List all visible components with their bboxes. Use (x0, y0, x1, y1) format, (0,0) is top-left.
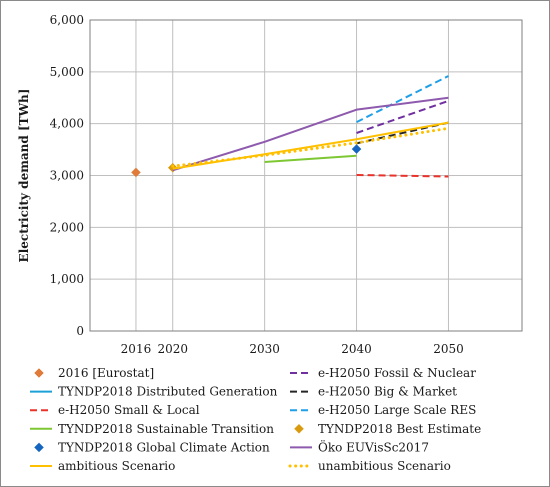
data-point-tyndp2018-global-climate-action (351, 144, 362, 154)
series-line-unambitious-scenario (171, 126, 450, 168)
y-axis-title: Electricity demand [TWh] (17, 89, 31, 263)
series-line-e-h2050-fossil-nuclear (356, 99, 449, 134)
y-tick-label: 2,000 (50, 220, 84, 234)
x-tick-label: 2016 (121, 342, 152, 356)
legend-label: ambitious Scenario (58, 459, 175, 473)
legend-label: e-H2050 Large Scale RES (318, 403, 476, 417)
y-tick-label: 3,000 (50, 169, 84, 183)
y-tick-label: 1,000 (50, 272, 84, 286)
legend-label: TYNDP2018 Global Climate Action (58, 440, 270, 454)
series-line-e-h2050-large-scale-res (356, 75, 449, 124)
series-line-e-h2050-small-local (356, 173, 449, 178)
data-point-2016-eurostat (131, 167, 141, 178)
legend-swatch-2016-eurostat (34, 368, 44, 378)
series-layer (131, 75, 450, 178)
x-tick-label: 2030 (249, 342, 280, 356)
series-line-ambitious-scenario (172, 121, 449, 170)
y-tick-label: 5,000 (50, 65, 84, 79)
grid-layer (90, 19, 522, 332)
y-tick-label: 0 (76, 324, 84, 338)
series-line-tyndp2018-sustainable-transition (264, 154, 357, 164)
legend-label: e-H2050 Fossil & Nuclear (318, 366, 476, 380)
series-line-ko-euvissc2017 (172, 96, 449, 172)
legend-label: TYNDP2018 Best Estimate (318, 422, 481, 436)
legend-label: unambitious Scenario (318, 459, 451, 473)
axis-layer: 0 1,000 2,000 3,000 4,000 5,000 6,000 2016 2020 2… (50, 13, 523, 356)
legend: 2016 [Eurostat] e-H2050 Fossil & Nuclear T… (30, 366, 481, 473)
legend-swatch-tyndp2018-global-climate-action (34, 442, 44, 453)
legend-label: e-H2050 Small & Local (58, 403, 200, 417)
legend-label: 2016 [Eurostat] (58, 366, 154, 380)
plot-frame (89, 19, 523, 332)
y-tick-label: 6,000 (50, 13, 84, 27)
legend-label: e-H2050 Big & Market (318, 385, 457, 399)
y-tick-label: 4,000 (50, 117, 84, 131)
x-tick-label: 2020 (157, 342, 188, 356)
x-tick-label: 2050 (433, 342, 464, 356)
legend-label: Öko EUVisSc2017 (318, 438, 429, 454)
legend-label: TYNDP2018 Distributed Generation (58, 385, 278, 399)
legend-label: TYNDP2018 Sustainable Transition (58, 422, 274, 436)
x-tick-label: 2040 (341, 342, 372, 356)
legend-swatch-tyndp2018-best-estimate (294, 423, 304, 434)
